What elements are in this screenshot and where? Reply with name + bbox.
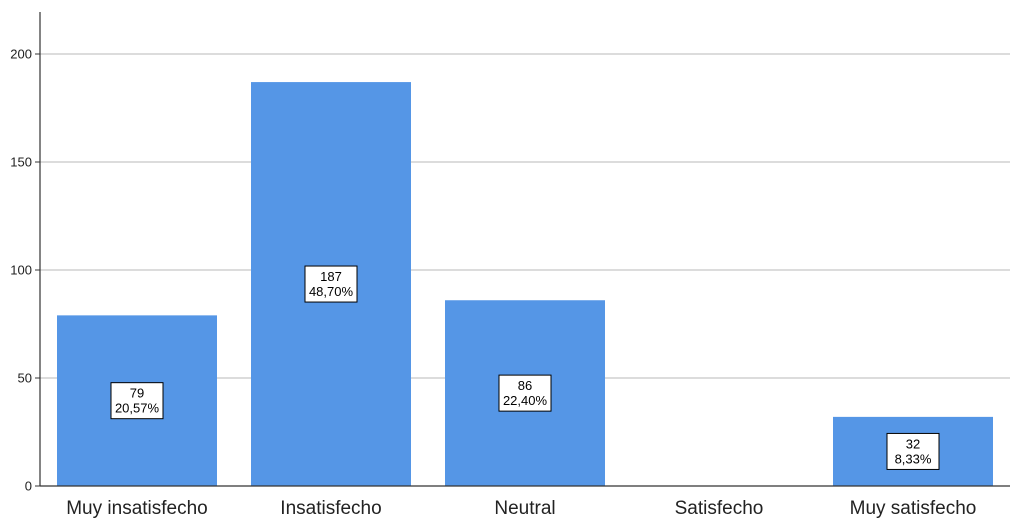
data-label-percent-3: 22,40% bbox=[503, 393, 548, 408]
data-label-percent-5: 8,33% bbox=[895, 451, 932, 466]
data-label-box-2 bbox=[304, 265, 358, 303]
x-tick-label-4: Satisfecho bbox=[675, 498, 764, 519]
y-tick-label-150: 150 bbox=[10, 155, 32, 170]
data-label-5: 328,33% bbox=[886, 432, 940, 470]
data-label-count-3: 86 bbox=[518, 378, 532, 393]
y-tick-label-0: 0 bbox=[25, 479, 32, 494]
bars bbox=[57, 82, 993, 486]
x-tick-label-1: Muy insatisfecho bbox=[66, 498, 208, 519]
data-label-percent-1: 20,57% bbox=[115, 401, 160, 416]
y-tick-label-100: 100 bbox=[10, 263, 32, 278]
x-tick-label-3: Neutral bbox=[494, 498, 555, 519]
data-label-count-2: 187 bbox=[320, 269, 342, 284]
data-label-box-3 bbox=[498, 374, 552, 412]
axes: 0 50 100 150 200 Muy insatisfecho Insatisfecho… bbox=[10, 12, 1010, 519]
data-label-box-5 bbox=[886, 432, 940, 470]
y-tick-label-200: 200 bbox=[10, 47, 32, 62]
data-label-count-1: 79 bbox=[130, 386, 144, 401]
x-tick-label-2: Insatisfecho bbox=[280, 498, 381, 519]
data-label-count-5: 32 bbox=[906, 436, 920, 451]
data-label-percent-2: 48,70% bbox=[309, 284, 354, 299]
data-label-box-1 bbox=[110, 382, 164, 420]
x-tick-label-5: Muy satisfecho bbox=[850, 498, 977, 519]
y-tick-label-50: 50 bbox=[18, 371, 32, 386]
